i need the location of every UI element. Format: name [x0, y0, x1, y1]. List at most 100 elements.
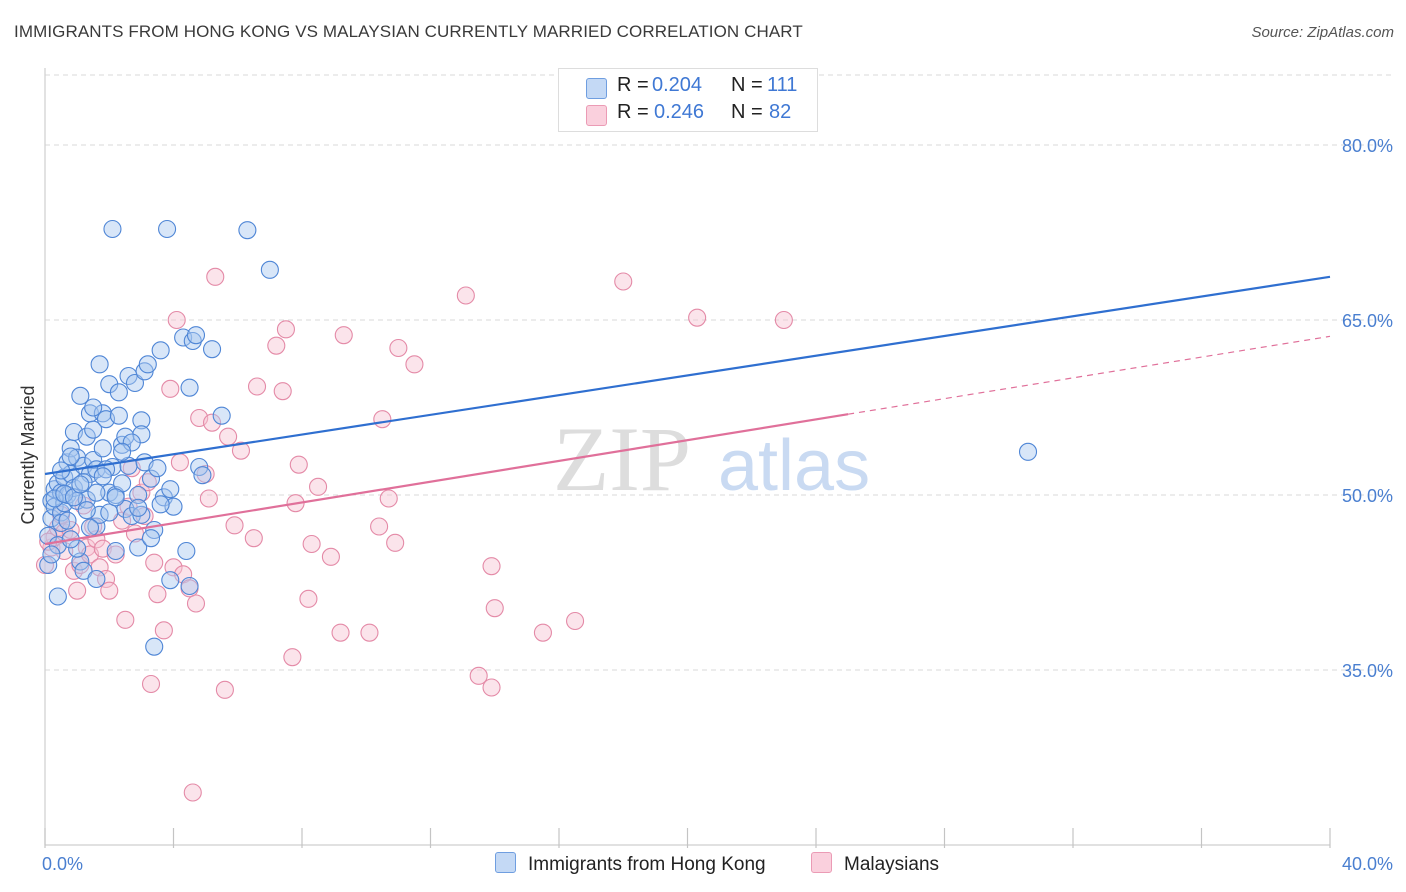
malaysians-point — [145, 553, 164, 572]
malaysians-point — [360, 623, 379, 642]
hong-kong-point — [238, 221, 257, 240]
malaysians-point — [138, 473, 157, 492]
hong-kong-point — [42, 545, 61, 564]
malaysians-point — [482, 557, 501, 576]
hong-kong-point — [1018, 442, 1038, 461]
malaysians-point — [100, 581, 119, 600]
hong-kong-point — [80, 518, 100, 537]
malaysians-point — [247, 377, 267, 396]
malaysians-point — [485, 599, 504, 618]
y-axis-label: Currently Married — [18, 385, 38, 524]
hong-kong-point — [68, 539, 87, 558]
bottom-legend-label-pink: Malaysians — [844, 854, 940, 875]
malaysians-point — [379, 489, 398, 508]
bottom-legend-swatch-pink — [811, 852, 832, 873]
malaysians-point — [334, 326, 353, 345]
hong-kong-point — [177, 541, 196, 561]
malaysians-point — [132, 483, 151, 502]
malaysians-point — [141, 674, 161, 694]
hong-kong-point — [77, 501, 96, 520]
watermark-atlas: atlas — [718, 426, 870, 506]
correlation-legend: R = 0.204 N = 111 R = 0.246 N = 82 — [558, 68, 818, 132]
malaysians-point — [273, 382, 292, 401]
x-tick-label: 0.0% — [42, 854, 83, 874]
hong-kong-point — [161, 480, 180, 499]
hong-kong-point — [93, 467, 112, 486]
hong-kong-point — [260, 260, 279, 279]
hong-kong-point — [129, 538, 148, 557]
malaysians-point — [309, 477, 328, 496]
axes — [44, 68, 1331, 848]
hong-kong-point — [90, 355, 109, 374]
malaysians-point — [183, 783, 202, 802]
hong-kong-point — [158, 219, 177, 239]
malaysians-point — [405, 355, 424, 374]
hong-kong-point — [145, 637, 164, 656]
hong-kong-point — [109, 406, 128, 425]
hong-kong-point — [186, 326, 206, 345]
tick-labels: 35.0% 50.0% 65.0% 80.0% 0.0% 40.0% — [42, 136, 1393, 874]
hong-kong-point — [151, 341, 170, 360]
hong-kong-point — [180, 576, 199, 596]
bottom-legend-hong-kong: Immigrants from Hong Kong — [495, 852, 766, 876]
y-tick-label: 50.0% — [1342, 486, 1393, 506]
hong-kong-point — [39, 555, 58, 575]
malaysians-point — [203, 413, 222, 432]
source-label: Source: ZipAtlas.com — [1251, 24, 1394, 41]
hong-kong-point — [212, 406, 231, 425]
malaysians-point — [276, 320, 295, 339]
hong-kong-point — [129, 485, 148, 505]
hong-kong-point — [74, 473, 93, 492]
hong-kong-point — [180, 378, 199, 397]
malaysians-point — [215, 680, 234, 699]
hong-kong-point — [87, 483, 106, 502]
bottom-legend-label-blue: Immigrants from Hong Kong — [528, 854, 766, 875]
malaysians-point — [386, 533, 405, 552]
malaysians-point — [170, 453, 189, 472]
hong-kong-point — [93, 404, 112, 423]
hong-kong-point — [45, 489, 64, 508]
hong-kong-point — [203, 340, 222, 359]
y-tick-label: 35.0% — [1342, 661, 1393, 681]
hong-kong-point — [106, 488, 125, 507]
hong-kong-point — [100, 503, 119, 522]
hong-kong-point — [129, 498, 148, 517]
malaysians-point — [370, 517, 389, 536]
malaysians-point — [68, 581, 87, 600]
malaysians-point — [389, 338, 408, 358]
y-tick-label: 80.0% — [1342, 136, 1393, 156]
hong-kong-point — [125, 373, 144, 393]
malaysians-point — [299, 589, 318, 608]
hong-kong-point — [71, 475, 90, 494]
trend-lines — [44, 275, 1331, 546]
malaysians-point — [154, 621, 173, 640]
legend-r-value-pink: 0.246 — [654, 101, 705, 123]
x-tick-label: 40.0% — [1342, 854, 1393, 874]
hong-kong-point — [58, 511, 77, 530]
hong-kong-point — [141, 529, 161, 548]
hong-kong-point — [161, 571, 180, 590]
hong-kong-point — [84, 398, 103, 417]
hong-kong-point — [138, 355, 157, 374]
legend-n-label: N = — [731, 74, 763, 96]
malaysians-point — [231, 441, 251, 460]
hong-kong-point — [148, 459, 167, 478]
bottom-legend-swatch-blue — [495, 852, 516, 873]
malaysians-point — [289, 455, 308, 474]
legend-n-value-blue: 111 — [767, 74, 798, 96]
legend-r-label: R = — [617, 74, 649, 96]
malaysians-point — [225, 516, 244, 535]
malaysians-point — [116, 610, 135, 629]
hong-kong-point — [48, 587, 67, 606]
malaysians-point — [219, 427, 238, 446]
bottom-legend-malaysians: Malaysians — [811, 852, 939, 876]
malaysians-point — [456, 286, 475, 305]
hong-kong-point — [87, 569, 106, 589]
malaysians-trend-line — [44, 413, 849, 546]
hong-kong-point — [193, 466, 212, 485]
malaysians-point — [161, 379, 180, 398]
hong-kong-point — [151, 495, 170, 514]
hong-kong-point — [106, 541, 125, 561]
malaysians-point — [206, 267, 225, 286]
malaysians-point — [469, 666, 488, 685]
